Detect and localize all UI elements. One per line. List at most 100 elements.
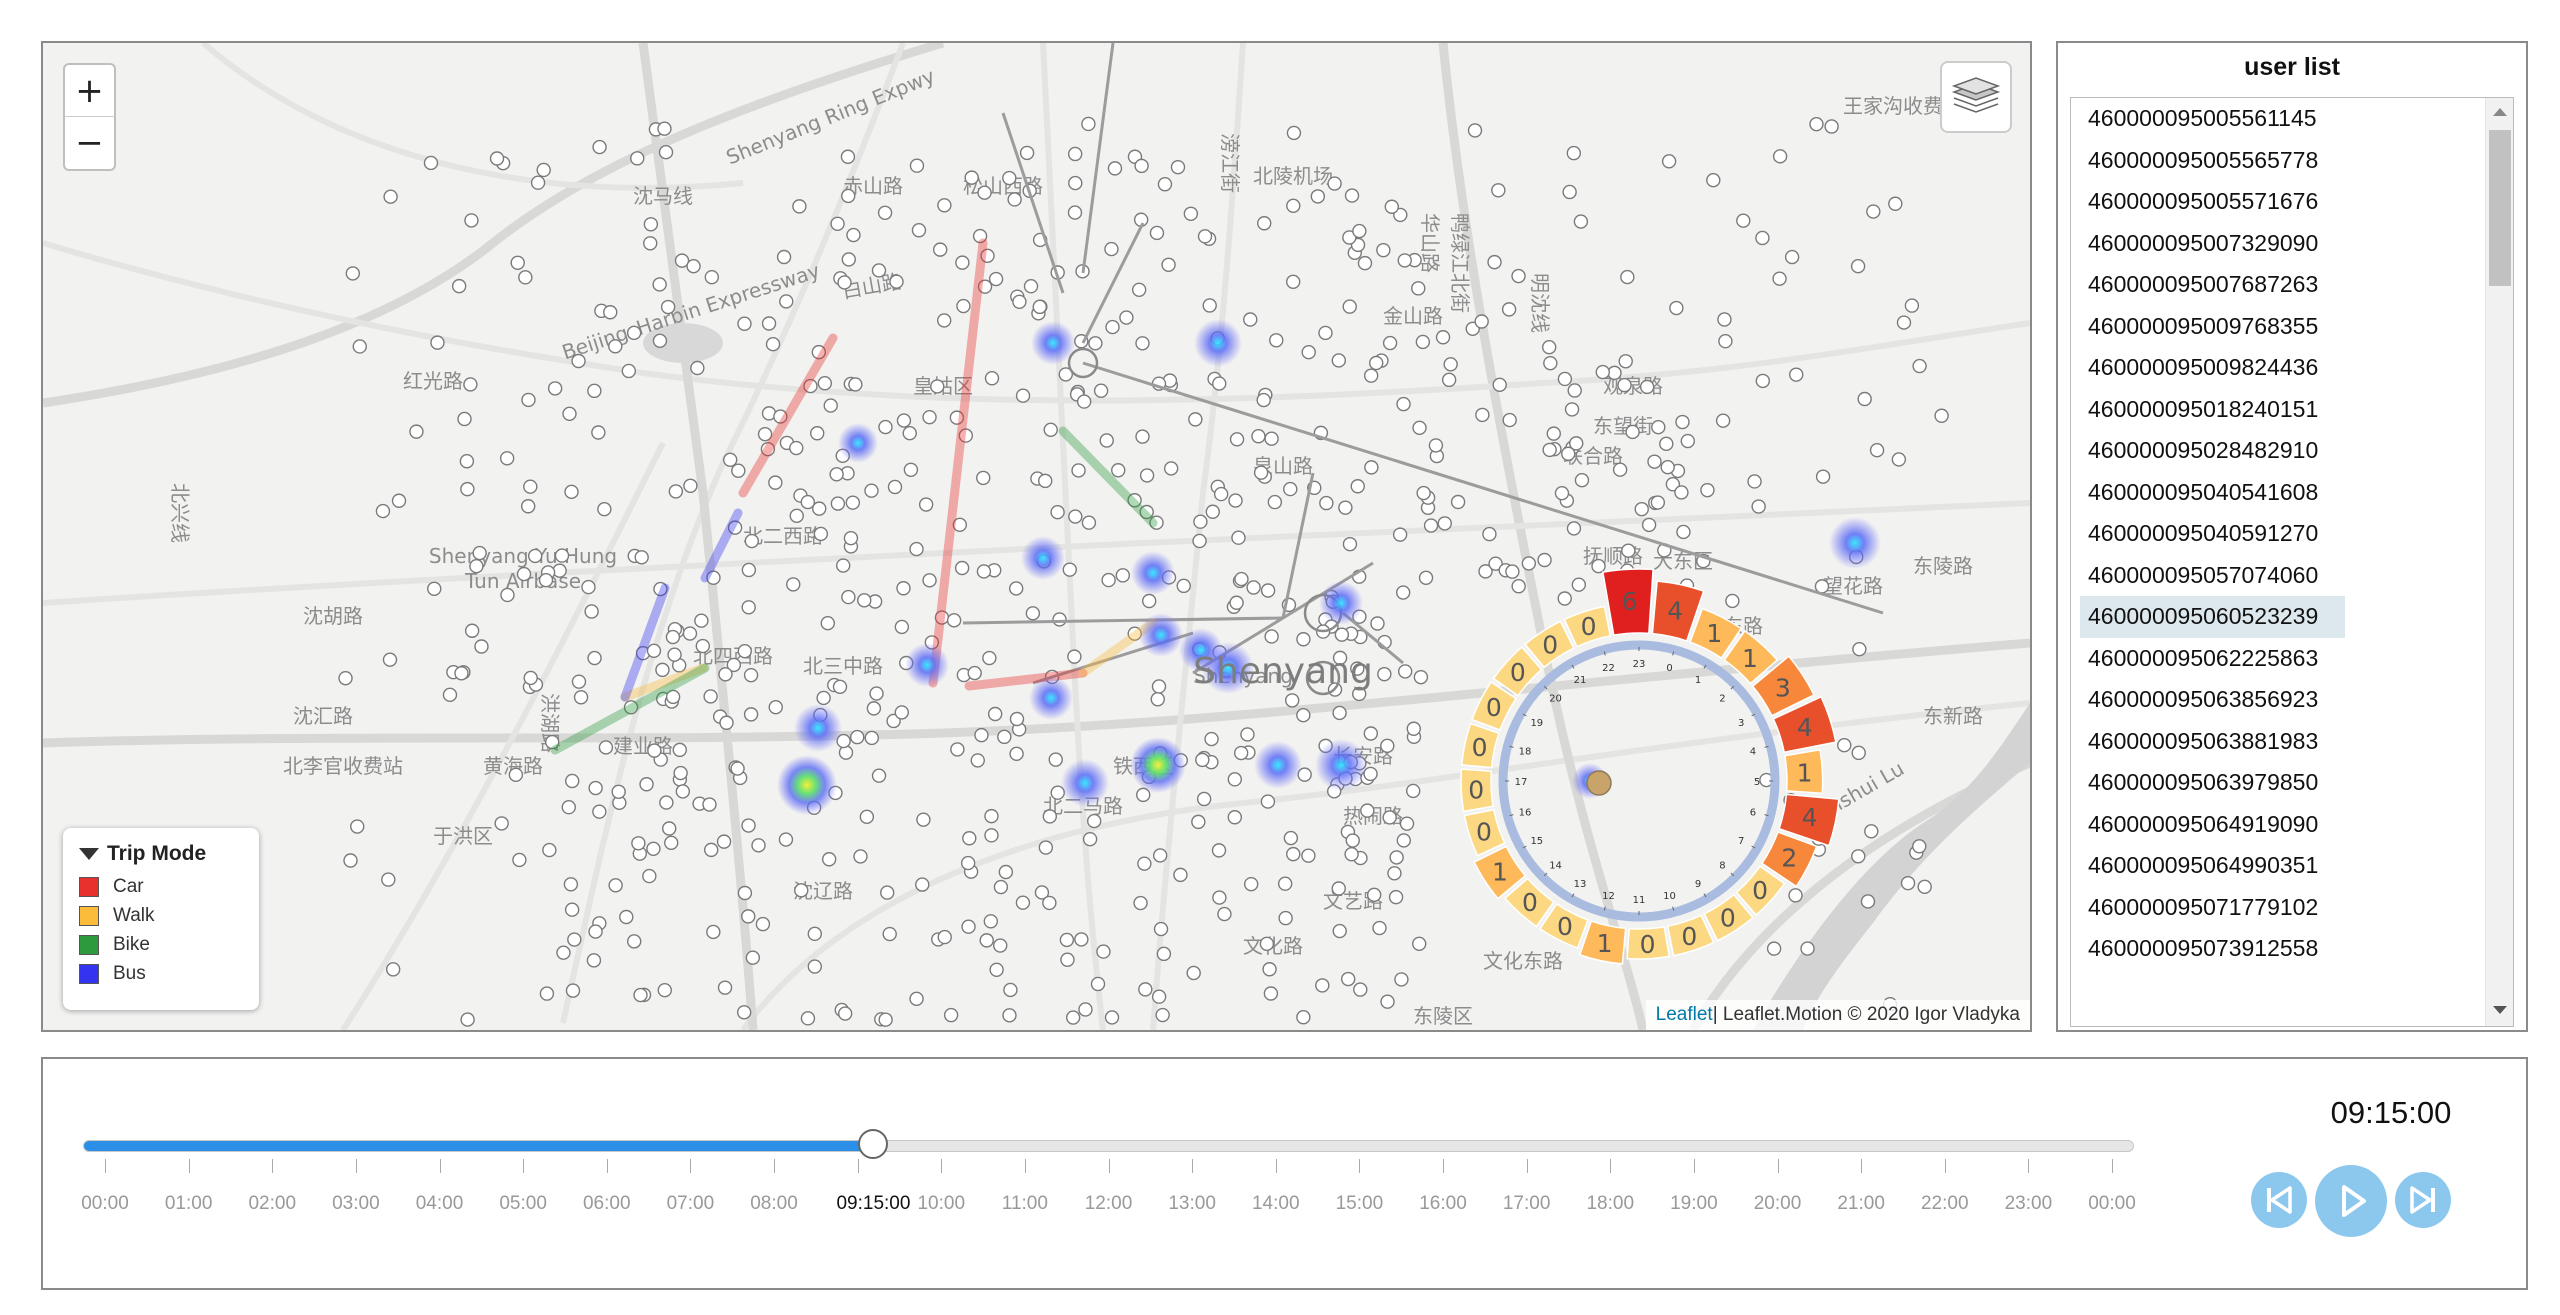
- hour-bar: [1772, 695, 1837, 754]
- collapse-triangle-icon[interactable]: [79, 848, 99, 860]
- hour-bar: [1470, 680, 1518, 731]
- zoom-in-button[interactable]: +: [65, 65, 114, 117]
- user-list-item[interactable]: 460000095063856923: [2088, 686, 2319, 712]
- hour-bar: [1666, 914, 1715, 957]
- station-dot: [857, 593, 872, 608]
- hour-count-label: 0: [1472, 733, 1488, 762]
- user-list-item[interactable]: 460000095060523239: [2080, 596, 2345, 638]
- user-list-item[interactable]: 460000095062225863: [2088, 644, 2319, 671]
- heatmap-blob: [1254, 741, 1302, 789]
- station-dot: [1153, 921, 1169, 937]
- layers-button[interactable]: [1940, 61, 2012, 133]
- step-backward-button[interactable]: [2251, 1172, 2307, 1228]
- station-dot: [592, 804, 607, 819]
- trip-mode-legend: Trip Mode Car Walk Bike Bus: [63, 828, 259, 1010]
- station-dot: [1573, 214, 1589, 229]
- hour-tick: [1509, 745, 1514, 748]
- leaflet-link[interactable]: Leaflet: [1655, 1004, 1713, 1025]
- user-list-item[interactable]: 460000095064990351: [2088, 852, 2319, 878]
- station-dot: [936, 313, 952, 328]
- scroll-down-arrow-icon[interactable]: [2493, 1006, 2507, 1014]
- legend-header[interactable]: Trip Mode: [79, 842, 243, 866]
- user-list-item[interactable]: 460000095005565778: [2088, 146, 2319, 173]
- station-dot: [1163, 461, 1179, 476]
- station-dot: [1042, 895, 1057, 911]
- scrollbar[interactable]: [2485, 98, 2513, 1026]
- user-list-item[interactable]: 460000095028482910: [2088, 437, 2319, 463]
- station-dot: [726, 657, 742, 673]
- station-dot: [1151, 679, 1167, 694]
- user-list-item[interactable]: 460000095005571676: [2088, 188, 2319, 214]
- user-list-item[interactable]: 460000095018240151: [2088, 395, 2319, 422]
- hour-tick: [1543, 872, 1548, 877]
- user-list-item[interactable]: 460000095040541608: [2088, 478, 2319, 505]
- station-dot: [634, 550, 649, 565]
- map-panel[interactable]: Shenyang Ring Expwy Beijing–Harbin Expres…: [41, 41, 2032, 1032]
- station-dot: [1612, 462, 1628, 477]
- station-dot: [1625, 424, 1640, 440]
- step-forward-button[interactable]: [2395, 1172, 2451, 1228]
- user-list-item[interactable]: 460000095071779102: [2088, 893, 2319, 920]
- station-dot: [1286, 125, 1302, 141]
- trip-segment: [964, 668, 1088, 691]
- scroll-up-arrow-icon[interactable]: [2493, 108, 2507, 116]
- station-dot: [1661, 154, 1677, 169]
- timeline-panel: 00:00 01:00 02:00 03:00 04:00 05:00 06:00 07:00…: [41, 1057, 2528, 1290]
- trajectory-line: [1281, 472, 1315, 619]
- user-list-item[interactable]: 460000095040591270: [2088, 520, 2319, 546]
- play-button[interactable]: [2315, 1165, 2387, 1237]
- station-dot: [1042, 809, 1058, 824]
- station-dot: [352, 339, 367, 354]
- station-dot: [829, 467, 844, 482]
- station-dot: [1234, 571, 1249, 587]
- map-road: [43, 43, 945, 408]
- station-dot: [1217, 906, 1232, 922]
- station-dot: [633, 987, 648, 1003]
- station-dot: [381, 872, 396, 887]
- user-list-item[interactable]: 460000095007687263: [2088, 271, 2319, 297]
- station-dot: [1068, 509, 1083, 524]
- user-list-item[interactable]: 460000095005561145: [2088, 105, 2317, 131]
- time-tick-label: 22:00: [1920, 1193, 1969, 1214]
- station-dot: [864, 483, 879, 498]
- user-listbox[interactable]: 460000095005561145 460000095005565778 4600…: [2070, 97, 2514, 1027]
- station-dot: [1081, 116, 1096, 132]
- user-list-item[interactable]: 460000095007329090: [2088, 229, 2319, 256]
- time-tick: [1359, 1159, 1361, 1173]
- user-list-item[interactable]: 460000095057074060: [2088, 561, 2319, 588]
- station-dot: [813, 526, 829, 542]
- user-list-item[interactable]: 460000095073912558: [2088, 935, 2319, 961]
- time-slider-thumb[interactable]: [858, 1129, 889, 1159]
- station-dot: [1284, 693, 1300, 708]
- station-dot: [1396, 396, 1411, 412]
- station-dot: [741, 909, 756, 924]
- hour-count-label: 0: [1486, 693, 1502, 722]
- station-dot: [1151, 989, 1167, 1004]
- station-dot: [1233, 745, 1249, 761]
- station-dot: [1441, 372, 1457, 388]
- station-dot: [768, 475, 783, 490]
- station-dot: [1150, 692, 1165, 707]
- time-tick-label: 05:00: [499, 1193, 547, 1214]
- user-list-item[interactable]: 460000095064919090: [2088, 810, 2319, 837]
- step-backward-icon: [2267, 1186, 2292, 1214]
- station-dot: [592, 139, 607, 155]
- hub-ring: [1067, 347, 1099, 379]
- station-dot: [457, 411, 472, 427]
- zoom-out-button[interactable]: −: [75, 123, 104, 163]
- user-list-item[interactable]: 460000095009824436: [2088, 354, 2319, 380]
- station-dot: [1105, 319, 1120, 335]
- scroll-thumb[interactable]: [2489, 130, 2511, 286]
- station-dot: [1482, 526, 1497, 542]
- station-dot: [838, 745, 854, 760]
- station-dot: [1415, 334, 1431, 350]
- user-list-item[interactable]: 460000095063979850: [2088, 769, 2319, 795]
- trip-segment: [738, 333, 838, 498]
- user-list-item[interactable]: 460000095063881983: [2088, 727, 2319, 754]
- user-list-item[interactable]: 460000095009768355: [2088, 312, 2319, 339]
- hour-tick-label: 2: [1719, 694, 1725, 705]
- station-dot: [1195, 752, 1210, 768]
- station-dot: [1857, 391, 1872, 407]
- time-slider-track[interactable]: [83, 1140, 2134, 1152]
